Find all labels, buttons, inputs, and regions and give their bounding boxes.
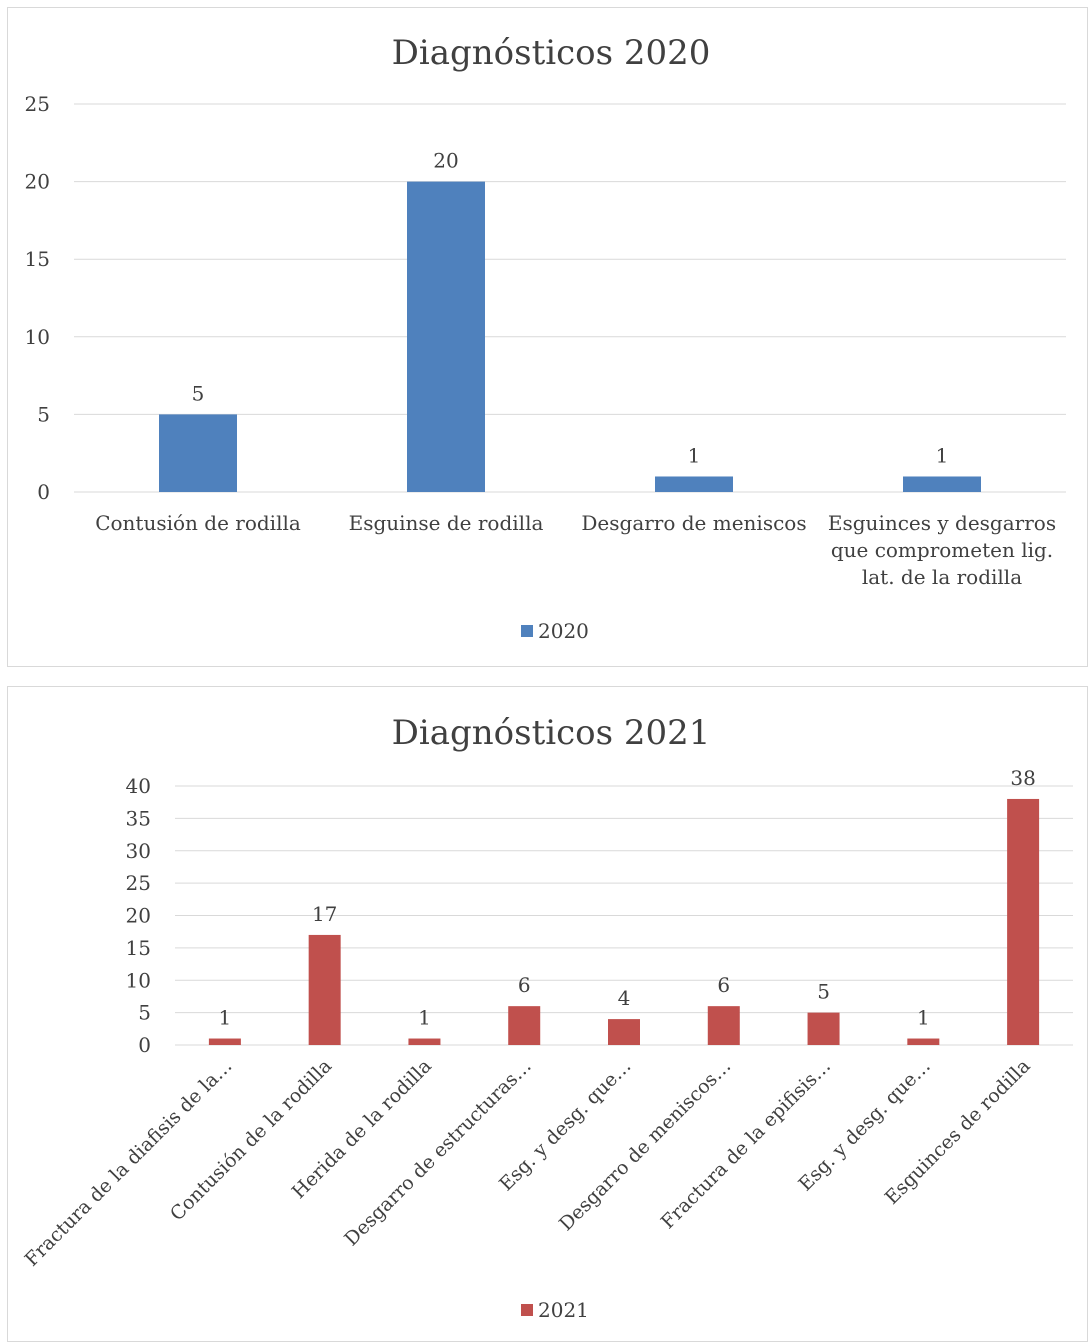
data-label: 20 bbox=[433, 149, 458, 173]
bar bbox=[807, 1012, 840, 1045]
x-tick-label: Fractura de la epifisis… bbox=[657, 1055, 835, 1233]
data-label: 1 bbox=[418, 1006, 431, 1030]
legend-swatch bbox=[521, 625, 533, 637]
bar bbox=[903, 476, 981, 492]
y-tick-label: 40 bbox=[126, 774, 151, 798]
data-label: 17 bbox=[312, 902, 337, 926]
bar bbox=[208, 1038, 241, 1045]
x-tick-label: Fractura de la diafisis de la… bbox=[21, 1055, 237, 1271]
x-tick-label: Contusión de la rodilla bbox=[166, 1055, 336, 1225]
x-tick-label: Desgarro de estructuras… bbox=[340, 1055, 535, 1250]
x-tick-label: Desgarro de meniscos bbox=[581, 511, 806, 535]
y-tick-label: 25 bbox=[126, 871, 151, 895]
bar bbox=[907, 1038, 940, 1045]
data-label: 1 bbox=[688, 443, 701, 467]
y-tick-label: 0 bbox=[37, 480, 50, 504]
data-label: 1 bbox=[219, 1006, 232, 1030]
chart-2021: Diagnósticos 2021 0 5 10 15 20 25 30 35 40 1 17 1 6… bbox=[7, 686, 1088, 1342]
bar bbox=[608, 1019, 640, 1045]
x-tick-label: Desgarro de meniscos… bbox=[555, 1055, 735, 1235]
x-tick-label: lat. de la rodilla bbox=[862, 565, 1022, 589]
y-tick-label: 10 bbox=[126, 968, 151, 992]
y-tick-label: 10 bbox=[25, 325, 50, 349]
chart-2020: Diagnósticos 2020 0 5 10 15 20 25 5 20 1 1 Contu… bbox=[7, 7, 1088, 667]
y-tick-label: 20 bbox=[126, 904, 151, 928]
y-tick-label: 20 bbox=[25, 170, 50, 194]
y-tick-label: 35 bbox=[126, 806, 151, 830]
data-label: 1 bbox=[936, 443, 949, 467]
x-tick-label: Contusión de rodilla bbox=[95, 511, 301, 535]
chart-title: Diagnósticos 2021 bbox=[392, 713, 711, 753]
data-label: 5 bbox=[192, 381, 205, 405]
x-tick-label: Esguinse de rodilla bbox=[349, 511, 544, 535]
x-tick-label: que comprometen lig. bbox=[831, 538, 1053, 562]
bar bbox=[408, 1038, 441, 1045]
bar bbox=[308, 934, 341, 1045]
data-label: 6 bbox=[717, 973, 730, 997]
y-tick-label: 5 bbox=[37, 402, 50, 426]
data-label: 1 bbox=[917, 1006, 930, 1030]
y-tick-label: 0 bbox=[138, 1033, 151, 1057]
bar bbox=[1007, 798, 1040, 1045]
y-tick-label: 5 bbox=[138, 1001, 151, 1025]
bar bbox=[707, 1006, 740, 1045]
y-tick-label: 15 bbox=[25, 247, 50, 271]
legend: 2020 bbox=[521, 619, 589, 643]
data-label: 5 bbox=[817, 980, 830, 1004]
data-label: 6 bbox=[518, 973, 531, 997]
bar bbox=[655, 476, 733, 492]
bar bbox=[159, 414, 237, 492]
legend: 2021 bbox=[521, 1298, 589, 1322]
legend-label: 2021 bbox=[538, 1298, 589, 1322]
legend-label: 2020 bbox=[538, 619, 589, 643]
y-tick-label: 25 bbox=[25, 92, 50, 116]
legend-swatch bbox=[521, 1304, 533, 1316]
y-tick-label: 30 bbox=[126, 839, 151, 863]
data-label: 38 bbox=[1010, 766, 1035, 790]
y-tick-label: 15 bbox=[126, 936, 151, 960]
bar bbox=[508, 1006, 541, 1045]
chart-title: Diagnósticos 2020 bbox=[392, 33, 711, 73]
x-tick-label: Esguinces y desgarros bbox=[828, 511, 1056, 535]
bar bbox=[407, 181, 485, 492]
data-label: 4 bbox=[618, 986, 631, 1010]
chart-2020-svg: Diagnósticos 2020 0 5 10 15 20 25 5 20 1 1 Contu… bbox=[25, 33, 1066, 643]
